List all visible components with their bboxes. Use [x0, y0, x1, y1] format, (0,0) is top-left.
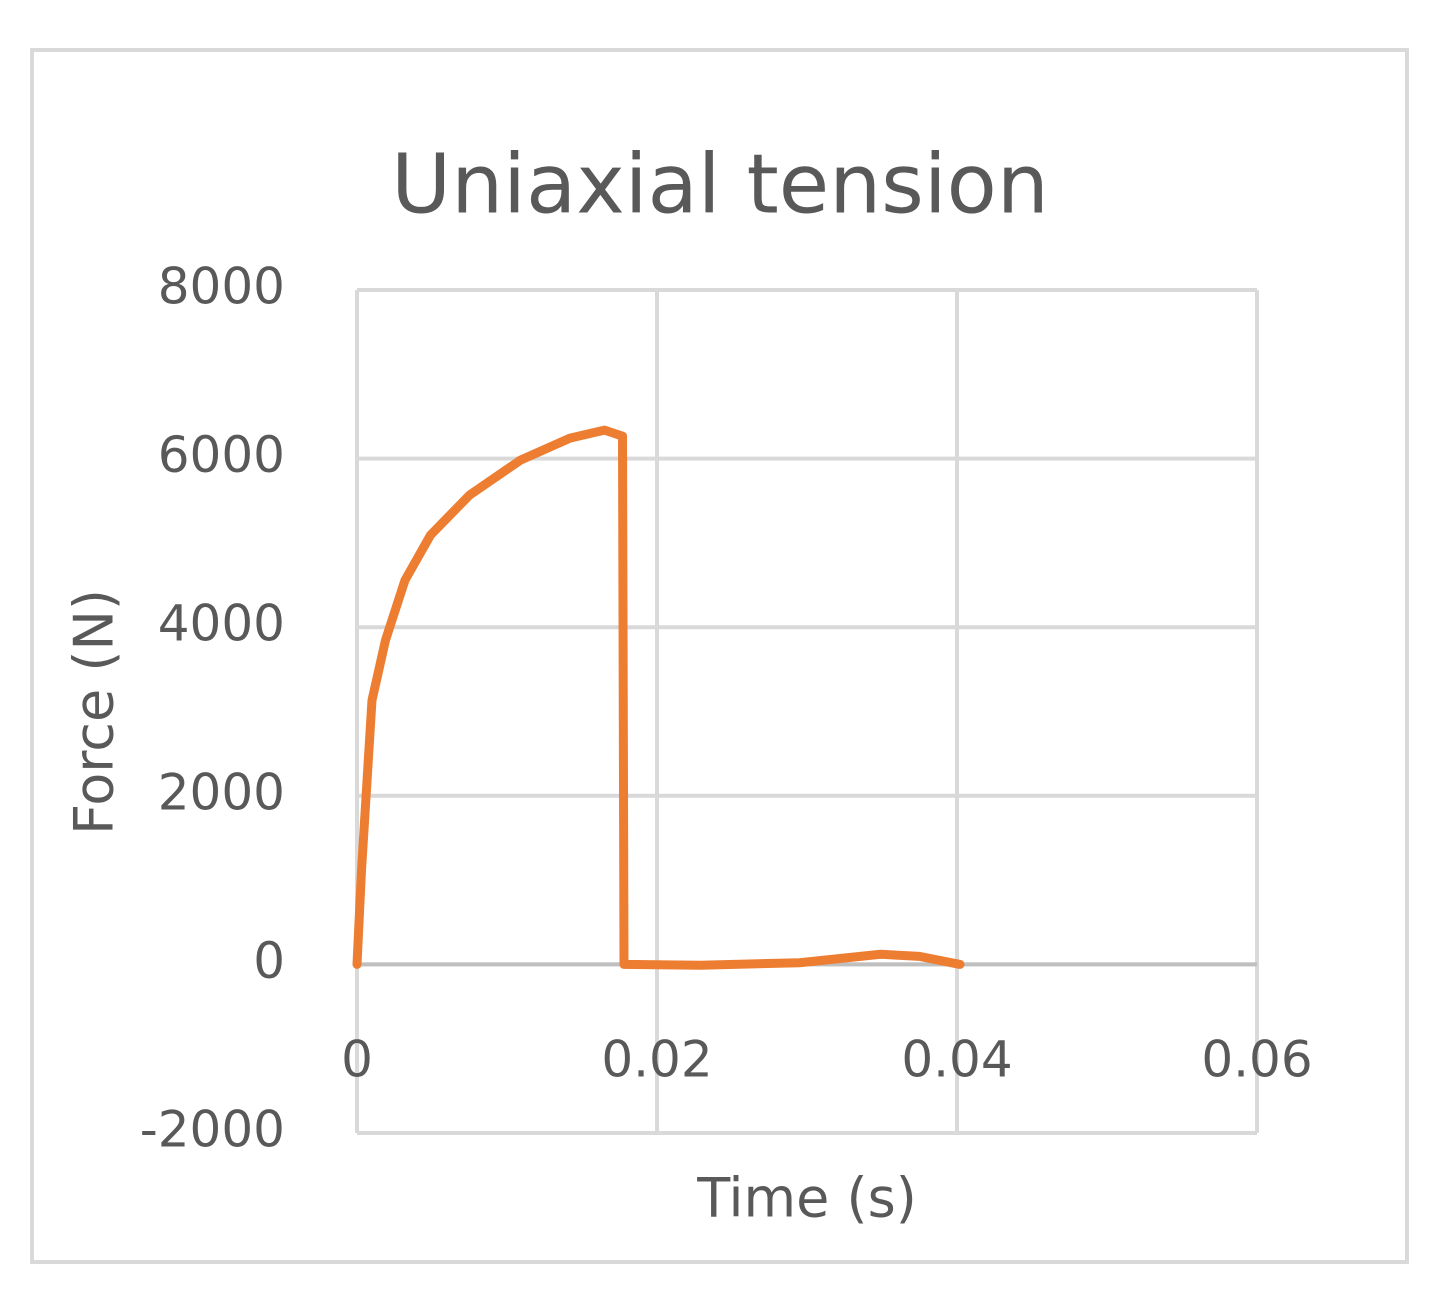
y-tick-label: 0 — [253, 932, 285, 990]
y-tick-label: 4000 — [158, 595, 285, 653]
y-tick-label: 2000 — [158, 763, 285, 821]
x-tick-label: 0.02 — [601, 1031, 712, 1089]
x-tick-label: 0 — [341, 1031, 373, 1089]
y-tick-label: 6000 — [158, 426, 285, 484]
y-tick-label: -2000 — [140, 1101, 285, 1159]
x-tick-label: 0.04 — [901, 1031, 1012, 1089]
x-axis-label: Time (s) — [696, 1167, 917, 1230]
y-tick-label: 8000 — [158, 258, 285, 316]
data-line — [352, 425, 965, 970]
x-tick-label: 0.06 — [1201, 1031, 1312, 1089]
chart-border — [30, 48, 1409, 1264]
y-axis-label: Force (N) — [63, 589, 126, 835]
chart-title: Uniaxial tension — [391, 137, 1049, 232]
